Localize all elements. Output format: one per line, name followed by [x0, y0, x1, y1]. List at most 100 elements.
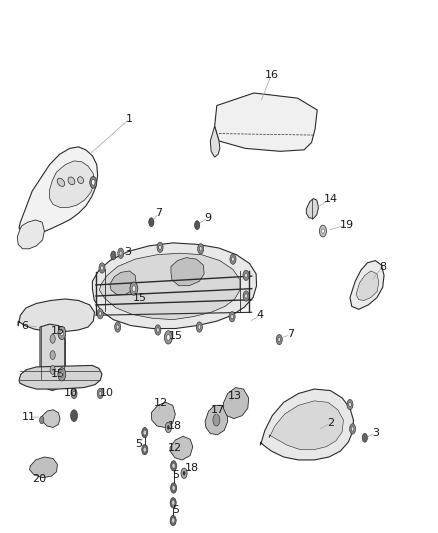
Ellipse shape: [68, 177, 75, 185]
Text: 15: 15: [133, 293, 147, 303]
Circle shape: [164, 331, 172, 344]
Circle shape: [130, 282, 138, 295]
Circle shape: [245, 273, 247, 278]
Circle shape: [231, 314, 233, 319]
Circle shape: [142, 445, 148, 455]
Circle shape: [101, 266, 103, 270]
Text: 7: 7: [287, 329, 294, 340]
Polygon shape: [356, 271, 379, 301]
Circle shape: [170, 515, 176, 526]
Text: 3: 3: [372, 427, 379, 438]
Circle shape: [155, 325, 161, 335]
Polygon shape: [17, 220, 44, 249]
Circle shape: [232, 257, 234, 261]
Polygon shape: [350, 261, 384, 309]
Text: 18: 18: [168, 421, 182, 431]
Circle shape: [347, 399, 353, 410]
Text: 9: 9: [205, 213, 212, 223]
Circle shape: [50, 334, 55, 343]
Text: 10: 10: [64, 389, 78, 399]
Text: 14: 14: [324, 193, 338, 204]
Text: 17: 17: [211, 406, 225, 416]
Circle shape: [60, 330, 64, 336]
Text: 15: 15: [50, 327, 64, 336]
Polygon shape: [151, 402, 175, 427]
Circle shape: [349, 402, 351, 407]
Polygon shape: [19, 366, 102, 389]
Circle shape: [198, 325, 201, 329]
Circle shape: [172, 486, 175, 490]
Circle shape: [350, 424, 356, 434]
Text: 12: 12: [168, 443, 182, 453]
Circle shape: [183, 471, 185, 475]
Polygon shape: [171, 257, 204, 286]
Circle shape: [149, 218, 154, 227]
Circle shape: [278, 337, 281, 342]
Circle shape: [92, 180, 95, 185]
Text: 18: 18: [185, 463, 199, 473]
Circle shape: [132, 286, 136, 292]
Ellipse shape: [57, 178, 65, 187]
Circle shape: [50, 366, 55, 374]
Circle shape: [99, 312, 102, 316]
Text: 16: 16: [265, 69, 279, 79]
Circle shape: [194, 221, 200, 230]
Circle shape: [319, 225, 326, 237]
Polygon shape: [205, 405, 228, 435]
Circle shape: [243, 291, 249, 301]
Text: 6: 6: [21, 320, 28, 330]
Text: 1: 1: [126, 114, 133, 124]
Circle shape: [144, 447, 146, 452]
Text: 19: 19: [339, 220, 353, 230]
Text: 3: 3: [124, 247, 131, 257]
Polygon shape: [99, 253, 240, 320]
Ellipse shape: [78, 177, 84, 183]
Text: 5: 5: [136, 439, 143, 449]
Polygon shape: [210, 126, 220, 157]
Circle shape: [99, 263, 105, 273]
Circle shape: [111, 251, 116, 260]
Circle shape: [198, 244, 204, 254]
Text: 15: 15: [168, 331, 182, 341]
Circle shape: [167, 425, 170, 430]
Polygon shape: [92, 243, 257, 328]
Circle shape: [71, 410, 78, 422]
Circle shape: [159, 245, 161, 249]
Circle shape: [58, 368, 66, 381]
Polygon shape: [215, 93, 317, 151]
Circle shape: [120, 251, 122, 255]
Circle shape: [142, 427, 148, 438]
Text: 5: 5: [172, 505, 179, 515]
Polygon shape: [269, 401, 343, 450]
Text: 15: 15: [50, 368, 64, 378]
Circle shape: [99, 391, 102, 395]
Polygon shape: [19, 147, 98, 236]
Circle shape: [181, 468, 187, 479]
Text: 12: 12: [154, 398, 169, 408]
Text: 11: 11: [22, 412, 36, 422]
Text: 8: 8: [379, 262, 386, 271]
Text: 2: 2: [327, 418, 334, 428]
Circle shape: [157, 242, 163, 253]
Polygon shape: [49, 161, 94, 207]
Circle shape: [351, 427, 354, 431]
Circle shape: [50, 351, 55, 360]
Circle shape: [172, 500, 174, 505]
Circle shape: [170, 461, 177, 471]
Polygon shape: [42, 410, 60, 427]
Circle shape: [170, 483, 177, 493]
Circle shape: [165, 422, 171, 433]
Circle shape: [196, 322, 202, 332]
Polygon shape: [29, 457, 57, 478]
Circle shape: [39, 416, 44, 424]
Text: 5: 5: [172, 470, 179, 480]
Circle shape: [321, 229, 324, 233]
Circle shape: [199, 247, 202, 251]
Circle shape: [362, 433, 367, 442]
Circle shape: [117, 325, 119, 329]
Text: 4: 4: [257, 310, 264, 320]
Circle shape: [144, 431, 146, 435]
Text: 13: 13: [228, 391, 242, 401]
Circle shape: [73, 391, 75, 395]
Circle shape: [230, 254, 236, 264]
